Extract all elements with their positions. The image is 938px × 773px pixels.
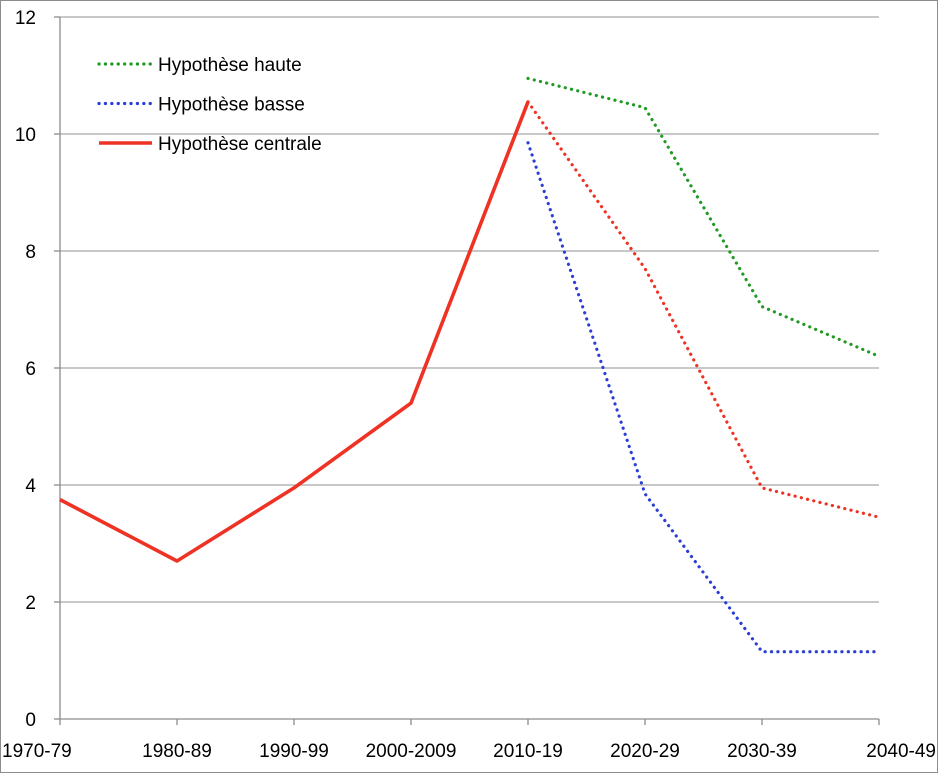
series-line-centrale-projection bbox=[526, 100, 881, 519]
series-line-hypoth-se-haute bbox=[526, 76, 881, 358]
x-tick-label: 1990-99 bbox=[259, 741, 329, 762]
y-tick-label: 2 bbox=[25, 593, 36, 614]
series-line-hypoth-se-basse bbox=[526, 141, 881, 654]
x-tick-label: 2010-19 bbox=[493, 741, 563, 762]
y-tick-label: 6 bbox=[25, 359, 36, 380]
legend: Hypothèse haute Hypothèse basse Hypothèse … bbox=[97, 55, 322, 155]
x-tick-label: 2000-2009 bbox=[366, 741, 457, 762]
x-tick-label: 2040-49 bbox=[866, 741, 936, 762]
legend-label: Hypothèse centrale bbox=[158, 134, 322, 155]
legend-label: Hypothèse basse bbox=[158, 95, 305, 116]
y-tick-label: 8 bbox=[25, 242, 36, 263]
x-tick-label: 2020-29 bbox=[610, 741, 680, 762]
y-tick-labels: 0 2 4 6 8 10 12 bbox=[15, 8, 37, 731]
series-layer bbox=[59, 76, 881, 654]
x-tick-label: 2030-39 bbox=[727, 741, 797, 762]
axes bbox=[54, 16, 880, 725]
y-tick-label: 12 bbox=[15, 8, 36, 29]
series-line-hypoth-se-centrale bbox=[59, 101, 530, 563]
x-tick-label: 1980-89 bbox=[142, 741, 212, 762]
y-tick-label: 0 bbox=[25, 710, 36, 731]
x-tick-labels: 1970-79 1980-89 1990-99 2000-2009 2010-19 202… bbox=[2, 741, 936, 762]
y-tick-label: 4 bbox=[25, 476, 36, 497]
y-tick-label: 10 bbox=[15, 125, 36, 146]
legend-label: Hypothèse haute bbox=[158, 55, 302, 76]
gridlines bbox=[60, 16, 879, 603]
x-tick-label: 1970-79 bbox=[2, 741, 72, 762]
